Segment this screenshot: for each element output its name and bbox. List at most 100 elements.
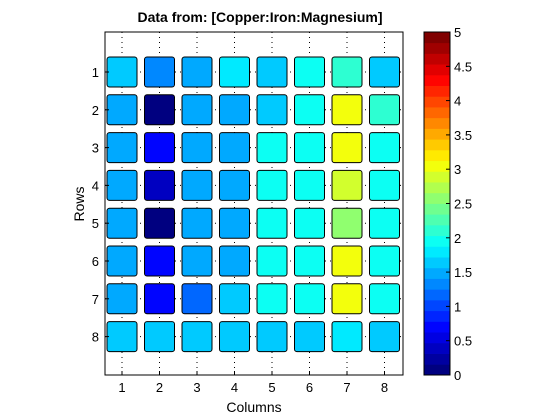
x-tick-label: 5 xyxy=(268,380,275,395)
colorbar-tick-label: 1 xyxy=(454,299,461,314)
colorbar-segment xyxy=(424,139,450,151)
x-tick-label: 2 xyxy=(156,380,163,395)
colorbar-segment xyxy=(424,364,450,376)
y-tick-label: 7 xyxy=(92,292,99,307)
heatmap-cell xyxy=(331,321,363,353)
colorbar-segment xyxy=(424,278,450,290)
colorbar: 0 0.5 1 1.5 2 2.5 3 3.5 4 4.5 5 xyxy=(423,25,472,383)
x-tick-label: 3 xyxy=(193,380,200,395)
heatmap-cell xyxy=(256,283,288,315)
y-axis-label: Rows xyxy=(71,186,87,221)
colorbar-segment xyxy=(424,267,450,279)
heatmap-cell xyxy=(331,169,363,201)
heatmap-cell xyxy=(106,169,138,201)
heatmap-cell xyxy=(181,245,213,277)
colorbar-tick-label: 5 xyxy=(454,25,461,40)
heatmap-cell xyxy=(219,132,250,164)
y-tick-label: 8 xyxy=(92,330,99,345)
colorbar-tick-label: 0 xyxy=(454,368,461,383)
heatmap-cell xyxy=(369,207,400,239)
x-axis-ticks: 1 2 3 4 5 6 7 8 xyxy=(118,371,388,395)
x-tick-label: 6 xyxy=(306,380,313,395)
heatmap-cell xyxy=(256,245,288,277)
colorbar-segment xyxy=(424,289,450,301)
colorbar-segment xyxy=(424,42,450,54)
heatmap-cell xyxy=(256,56,288,88)
colorbar-segment xyxy=(424,160,450,172)
heatmap-cell xyxy=(219,169,250,201)
colorbar-segment xyxy=(424,96,450,108)
heatmap-cell xyxy=(181,94,213,126)
heatmap-cell xyxy=(256,207,288,239)
heatmap-cell xyxy=(256,132,288,164)
colorbar-segment xyxy=(424,117,450,129)
x-axis-label: Columns xyxy=(226,399,281,415)
x-tick-label: 8 xyxy=(381,380,388,395)
heatmap-cell xyxy=(256,94,288,126)
heatmap-cell xyxy=(181,56,213,88)
heatmap-cell xyxy=(144,321,175,353)
heatmap-cell xyxy=(181,132,213,164)
heatmap-cell xyxy=(181,169,213,201)
heatmap-cell xyxy=(181,207,213,239)
heatmap-cell xyxy=(219,207,250,239)
heatmap-cell xyxy=(369,321,400,353)
heatmap-cell xyxy=(144,94,175,126)
colorbar-segment xyxy=(424,332,450,344)
heatmap-cell xyxy=(294,321,325,353)
heatmap-cell xyxy=(331,283,363,315)
heatmap-cell xyxy=(144,169,175,201)
x-tick-label: 1 xyxy=(118,380,125,395)
colorbar-segment xyxy=(424,128,450,140)
colorbar-segment xyxy=(424,107,450,119)
heatmap-cell xyxy=(144,132,175,164)
y-axis-ticks: 1 2 3 4 5 6 7 8 xyxy=(92,65,109,345)
heatmap-cells xyxy=(106,56,400,353)
heatmap-cell xyxy=(219,245,250,277)
y-tick-label: 4 xyxy=(92,178,99,193)
heatmap-cell xyxy=(369,283,400,315)
colorbar-segment xyxy=(424,321,450,333)
heatmap-cell xyxy=(106,245,138,277)
grid-lines xyxy=(105,32,403,375)
heatmap-cell xyxy=(219,56,250,88)
heatmap-cell xyxy=(219,94,250,126)
colorbar-segment xyxy=(424,32,450,44)
heatmap-cell xyxy=(331,207,363,239)
y-tick-label: 1 xyxy=(92,65,99,80)
heatmap-cell xyxy=(294,132,325,164)
heatmap-cell xyxy=(106,94,138,126)
x-tick-label: 4 xyxy=(231,380,238,395)
colorbar-tick-label: 1.5 xyxy=(454,265,472,280)
colorbar-tick-label: 4.5 xyxy=(454,59,472,74)
heatmap-cell xyxy=(144,56,175,88)
colorbar-segment xyxy=(424,203,450,215)
colorbar-segment xyxy=(424,171,450,183)
colorbar-segment xyxy=(424,192,450,204)
heatmap-cell xyxy=(294,207,325,239)
colorbar-segment xyxy=(424,353,450,365)
heatmap-cell xyxy=(331,56,363,88)
colorbar-segment xyxy=(424,214,450,226)
heatmap-cell xyxy=(369,56,400,88)
colorbar-segment xyxy=(424,149,450,162)
x-tick-label: 7 xyxy=(343,380,350,395)
heatmap-cell xyxy=(219,321,250,353)
colorbar-segment xyxy=(424,310,450,322)
heatmap-cell xyxy=(369,132,400,164)
plot-area-frame xyxy=(104,31,404,376)
heatmap-cell xyxy=(294,245,325,277)
heatmap-cell xyxy=(181,321,213,353)
heatmap-cell xyxy=(256,321,288,353)
heatmap-cell xyxy=(106,56,138,88)
colorbar-segment xyxy=(424,182,450,194)
y-tick-label: 3 xyxy=(92,141,99,156)
colorbar-tick-label: 4 xyxy=(454,94,461,109)
colorbar-segment xyxy=(424,246,450,258)
heatmap-cell xyxy=(106,207,138,239)
heatmap-cell xyxy=(369,94,400,126)
heatmap-cell xyxy=(294,283,325,315)
colorbar-segment xyxy=(424,257,450,269)
heatmap-cell xyxy=(331,245,363,277)
